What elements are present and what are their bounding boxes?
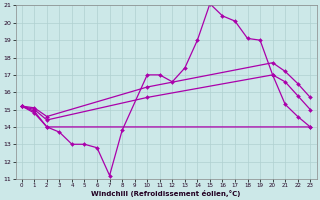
X-axis label: Windchill (Refroidissement éolien,°C): Windchill (Refroidissement éolien,°C) bbox=[91, 190, 241, 197]
